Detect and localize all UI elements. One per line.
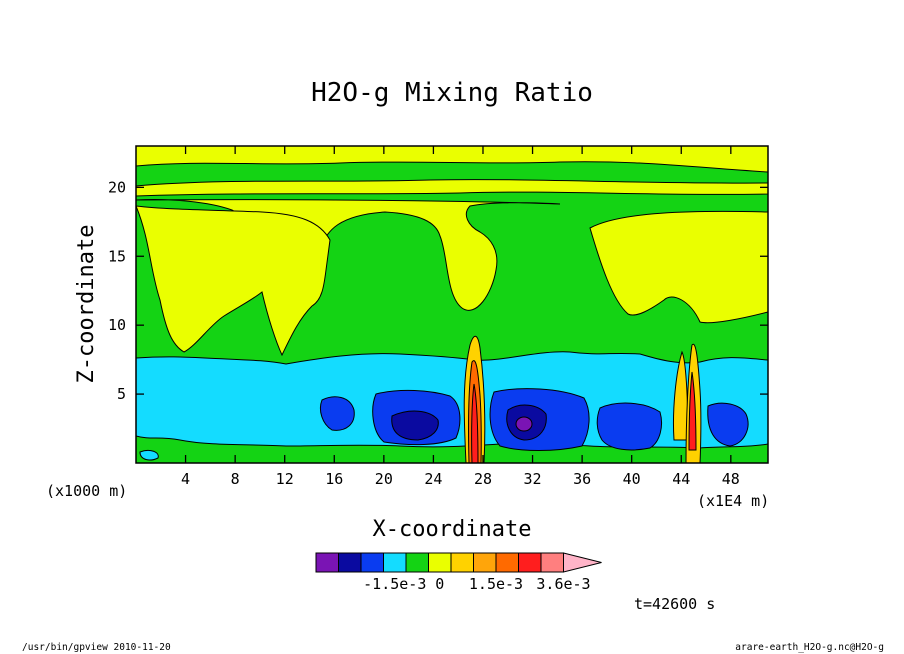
colorbar-label: -1.5e-3: [363, 575, 426, 593]
field-yellow-top-layer: [136, 146, 768, 173]
x-axis-label: X-coordinate: [373, 517, 532, 542]
plot-frame: [135, 145, 769, 464]
field-blue-core-3: [596, 402, 663, 451]
colorbar-arrow: [563, 552, 602, 573]
colorbar-swatch: [405, 552, 429, 573]
y-tick-label: 15: [108, 247, 126, 265]
field-blue-core-5: [707, 402, 749, 447]
colorbar-swatch: [338, 552, 362, 573]
x-unit-left: (x1000 m): [46, 482, 127, 500]
x-tick-label: 4: [181, 470, 190, 488]
x-tick-label: 24: [424, 470, 442, 488]
y-tick-label: 10: [108, 316, 126, 334]
chart-title: H2O-g Mixing Ratio: [311, 78, 593, 108]
colorbar-swatch: [473, 552, 497, 573]
colorbar-swatch: [428, 552, 452, 573]
colorbar-swatch: [450, 552, 474, 573]
x-tick-label: 36: [573, 470, 591, 488]
field-yellow-band-20: [136, 179, 768, 197]
field-yellow-lobe-2: [136, 205, 331, 357]
field-darkblue-core-1: [391, 410, 439, 441]
x-tick-label: 32: [524, 470, 542, 488]
colorbar-swatch: [315, 552, 339, 573]
field-yellow-lobe-3: [589, 210, 768, 324]
field-blue-core-4: [319, 396, 355, 431]
x-tick-label: 20: [375, 470, 393, 488]
field-tower-1-core: [471, 383, 479, 463]
footer-left: /usr/bin/gpview 2010-11-20: [22, 642, 171, 653]
y-tick-label: 5: [117, 385, 126, 403]
colorbar-label: 0: [435, 575, 444, 593]
colorbar-label: 1.5e-3: [469, 575, 523, 593]
x-tick-label: 28: [474, 470, 492, 488]
colorbar-swatch: [518, 552, 542, 573]
colorbar-swatch: [360, 552, 384, 573]
footer-right: arare-earth_H2O-g.nc@H2O-g: [735, 642, 884, 653]
x-tick-label: 40: [623, 470, 641, 488]
field-purple-core: [515, 416, 533, 432]
plot-area: [135, 145, 769, 464]
x-tick-label: 16: [325, 470, 343, 488]
colorbar-swatch: [383, 552, 407, 573]
colorbar: -1.5e-3 0 1.5e-3 3.6e-3: [315, 552, 602, 593]
x-tick-label: 44: [672, 470, 690, 488]
field-tower-3-core: [688, 371, 697, 451]
colorbar-swatch: [540, 552, 564, 573]
x-tick-label: 12: [276, 470, 294, 488]
x-tick-label: 48: [722, 470, 740, 488]
x-unit-right: (x1E4 m): [697, 492, 769, 510]
x-tick-label: 8: [231, 470, 240, 488]
colorbar-swatch: [495, 552, 519, 573]
colorbar-label: 3.6e-3: [536, 575, 590, 593]
time-label: t=42600 s: [634, 595, 715, 613]
y-tick-label: 20: [108, 178, 126, 196]
field-cyan-dots: [139, 449, 159, 461]
y-axis-label: Z-coordinate: [74, 225, 99, 384]
